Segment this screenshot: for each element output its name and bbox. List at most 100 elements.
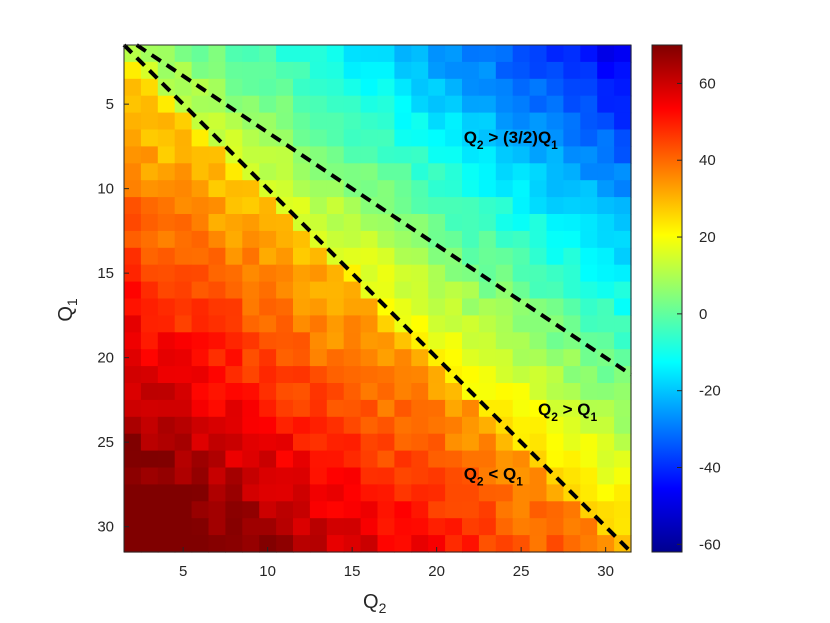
heatmap-cell <box>326 383 345 401</box>
heatmap-cell <box>225 501 243 519</box>
heatmap-cell <box>293 416 311 435</box>
heatmap-cell <box>191 264 210 283</box>
heatmap-cell <box>174 349 193 367</box>
heatmap-cell <box>157 95 176 114</box>
heatmap-cell <box>293 315 311 333</box>
heatmap-cell <box>512 484 531 502</box>
heatmap-cell <box>614 264 632 283</box>
heatmap-cell <box>225 467 243 485</box>
heatmap-cell <box>326 61 345 80</box>
heatmap-cell <box>495 78 514 97</box>
heatmap-cell <box>309 484 328 502</box>
heatmap-cell <box>495 247 514 266</box>
heatmap-cell <box>208 535 226 553</box>
heatmap-cell <box>242 383 260 401</box>
heatmap-cell <box>124 332 142 350</box>
heatmap-cell <box>495 197 514 215</box>
heatmap-cell <box>140 281 159 300</box>
heatmap-cell <box>377 230 395 249</box>
heatmap-cell <box>563 78 581 97</box>
heatmap-cell <box>614 467 632 485</box>
heatmap-cell <box>259 230 277 249</box>
heatmap-cell <box>157 535 176 553</box>
heatmap-cell <box>478 298 497 316</box>
heatmap-cell <box>343 399 362 418</box>
heatmap-cell <box>326 416 345 435</box>
heatmap-cell <box>124 264 142 283</box>
heatmap-cell <box>614 129 632 147</box>
heatmap-cell <box>580 129 598 147</box>
heatmap-cell <box>174 112 193 131</box>
heatmap-cell <box>529 518 548 536</box>
heatmap-cell <box>360 501 379 519</box>
heatmap-cell <box>225 197 243 215</box>
heatmap-cell <box>293 247 311 266</box>
heatmap-cell <box>462 366 480 384</box>
heatmap-cell <box>293 501 311 519</box>
heatmap-cell <box>614 366 632 384</box>
heatmap-cell <box>326 78 345 97</box>
heatmap-cell <box>478 281 497 300</box>
heatmap-cell <box>394 416 412 435</box>
heatmap-cell <box>191 129 210 147</box>
heatmap-cell <box>309 95 328 114</box>
heatmap-cell <box>428 214 446 232</box>
heatmap-cell <box>563 247 581 266</box>
heatmap-cell <box>512 78 531 97</box>
heatmap-cell <box>326 349 345 367</box>
heatmap-cell <box>495 518 514 536</box>
heatmap-cell <box>208 95 226 114</box>
heatmap-cell <box>580 214 598 232</box>
heatmap-cell <box>309 433 328 452</box>
heatmap-cell <box>377 467 395 485</box>
heatmap-cell <box>157 214 176 232</box>
heatmap-cell <box>614 163 632 181</box>
heatmap-cell <box>360 298 379 316</box>
heatmap-cell <box>495 383 514 401</box>
heatmap-cell <box>293 366 311 384</box>
heatmap-cell <box>343 332 362 350</box>
heatmap-cell <box>276 146 294 164</box>
heatmap-cell <box>174 315 193 333</box>
heatmap-cell <box>208 298 226 316</box>
heatmap-cell <box>512 399 531 418</box>
heatmap-cell <box>259 61 277 80</box>
heatmap-cell <box>124 112 142 131</box>
heatmap-cell <box>394 467 412 485</box>
heatmap-cell <box>377 366 395 384</box>
heatmap-cell <box>124 281 142 300</box>
heatmap-cell <box>191 163 210 181</box>
heatmap-cell <box>580 518 598 536</box>
colorbar-tick-label: -60 <box>699 536 721 553</box>
heatmap-cell <box>445 383 463 401</box>
heatmap-cell <box>242 433 260 452</box>
heatmap-cell <box>546 349 564 367</box>
heatmap-cell <box>360 399 379 418</box>
heatmap-cell <box>529 501 548 519</box>
heatmap-cell <box>225 484 243 502</box>
colorbar-tick-label: -20 <box>699 383 721 400</box>
heatmap-cell <box>208 197 226 215</box>
heatmap-cell <box>360 518 379 536</box>
heatmap-cell <box>495 45 514 63</box>
heatmap-cell <box>546 450 564 469</box>
heatmap-cell <box>445 264 463 283</box>
heatmap-cell <box>140 180 159 198</box>
heatmap-cell <box>580 450 598 469</box>
heatmap-cell <box>242 78 260 97</box>
heatmap-cell <box>580 95 598 114</box>
heatmap-cell <box>614 112 632 131</box>
heatmap-cell <box>140 264 159 283</box>
heatmap-cell <box>242 416 260 435</box>
heatmap-cell <box>360 264 379 283</box>
heatmap-cell <box>580 45 598 63</box>
heatmap-cell <box>225 416 243 435</box>
y-tick-label: 10 <box>97 181 114 198</box>
heatmap-cell <box>428 129 446 147</box>
y-tick-label: 25 <box>97 434 114 451</box>
heatmap-cell <box>208 315 226 333</box>
heatmap-cell <box>462 535 480 553</box>
heatmap-cell <box>140 535 159 553</box>
heatmap-cell <box>411 399 429 418</box>
heatmap-cell <box>174 163 193 181</box>
